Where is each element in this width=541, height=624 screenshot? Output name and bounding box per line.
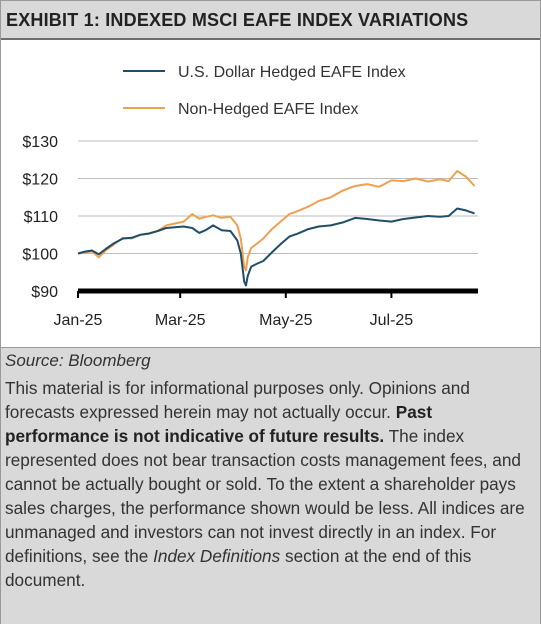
exhibit-title: EXHIBIT 1: INDEXED MSCI EAFE INDEX VARIA… bbox=[6, 10, 469, 30]
series-line-nonhedged bbox=[77, 170, 476, 272]
disclaimer-bold: Past performance is not indicative of fu… bbox=[5, 402, 433, 446]
disclaimer-part-3: section at the end of this document. bbox=[5, 546, 472, 590]
y-axis: $90 $100 $110 $120 $130 bbox=[22, 134, 58, 301]
disclaimer-part-2: The index represented does not bear tran… bbox=[5, 426, 525, 566]
chart-footer: Source: Bloomberg This material is for i… bbox=[1, 347, 540, 624]
x-tick-label: Jul-25 bbox=[370, 312, 414, 329]
exhibit-header: EXHIBIT 1: INDEXED MSCI EAFE INDEX VARIA… bbox=[1, 1, 540, 40]
x-tick-label: May-25 bbox=[259, 312, 312, 329]
x-axis: Jan-25 Mar-25 May-25 Jul-25 bbox=[54, 288, 478, 329]
y-tick-label: $120 bbox=[22, 172, 58, 189]
index-definitions-ref: Index Definitions bbox=[153, 546, 281, 566]
y-tick-label: $110 bbox=[24, 209, 59, 226]
y-tick-label: $130 bbox=[22, 134, 58, 151]
series-line-hedged bbox=[77, 207, 475, 287]
y-tick-label: $100 bbox=[22, 247, 58, 264]
line-chart: U.S. Dollar Hedged EAFE Index Non-Hedged … bbox=[22, 64, 478, 329]
chart-area: U.S. Dollar Hedged EAFE Index Non-Hedged … bbox=[1, 40, 540, 345]
chart-legend: U.S. Dollar Hedged EAFE Index Non-Hedged … bbox=[123, 64, 406, 118]
legend-label-1: Non-Hedged EAFE Index bbox=[178, 101, 359, 118]
chart-lines bbox=[77, 170, 476, 287]
chart-grid bbox=[78, 140, 478, 254]
source-note: Source: Bloomberg bbox=[5, 351, 151, 370]
disclaimer-text: This material is for informational purpo… bbox=[5, 376, 537, 592]
legend-label-0: U.S. Dollar Hedged EAFE Index bbox=[178, 64, 406, 81]
x-tick-label: Jan-25 bbox=[54, 312, 103, 329]
disclaimer-part-1: This material is for informational purpo… bbox=[5, 378, 470, 422]
x-tick-label: Mar-25 bbox=[155, 312, 206, 329]
y-tick-label: $90 bbox=[31, 284, 58, 301]
